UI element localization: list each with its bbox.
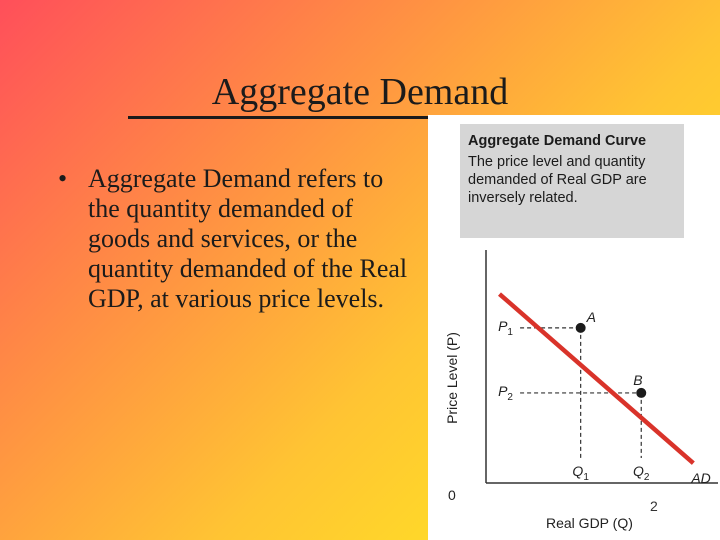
- y-tick-p1-letter: P: [498, 318, 508, 334]
- y-tick-p1: P1: [498, 318, 513, 338]
- y-tick-p2-letter: P: [498, 383, 508, 399]
- x-tick-q1-sub: 1: [583, 472, 589, 483]
- title-underline: [128, 116, 720, 119]
- x-tick-q2-letter: Q: [633, 463, 644, 479]
- x-axis-label: Real GDP (Q): [546, 515, 633, 531]
- slide-title: Aggregate Demand: [211, 71, 509, 113]
- x-tick-q2-sub: 2: [644, 472, 650, 483]
- y-tick-p2: P2: [498, 383, 513, 403]
- x-tick-q2: Q2: [633, 463, 650, 483]
- x-tick-q1-letter: Q: [572, 463, 583, 479]
- figure-caption-box: Aggregate Demand Curve The price level a…: [460, 124, 684, 238]
- point-a-label: A: [586, 309, 596, 325]
- x-tick-q1: Q1: [572, 463, 589, 483]
- origin-label: 0: [448, 487, 456, 503]
- point-b-label: B: [633, 372, 642, 388]
- bullet-text: Aggregate Demand refers to the quantity …: [88, 164, 408, 313]
- figure-caption-body: The price level and quantity demanded of…: [468, 154, 647, 206]
- y-axis-label: Price Level (P): [444, 332, 460, 424]
- ad-curve: [498, 292, 695, 465]
- point-b: [636, 387, 647, 398]
- ad-label: AD: [690, 470, 710, 486]
- figure-caption-title: Aggregate Demand Curve: [468, 133, 647, 149]
- bullet-marker: •: [58, 164, 68, 193]
- aggregate-demand-chart: A B AD P1 P2 Q1 Q2 0 Real GDP (Q) Price …: [444, 250, 718, 531]
- y-tick-p2-sub: 2: [507, 392, 513, 403]
- bullet-item: • Aggregate Demand refers to the quantit…: [58, 164, 408, 314]
- point-a: [575, 322, 586, 333]
- y-tick-p1-sub: 1: [507, 327, 513, 338]
- page-number: 2: [650, 498, 658, 514]
